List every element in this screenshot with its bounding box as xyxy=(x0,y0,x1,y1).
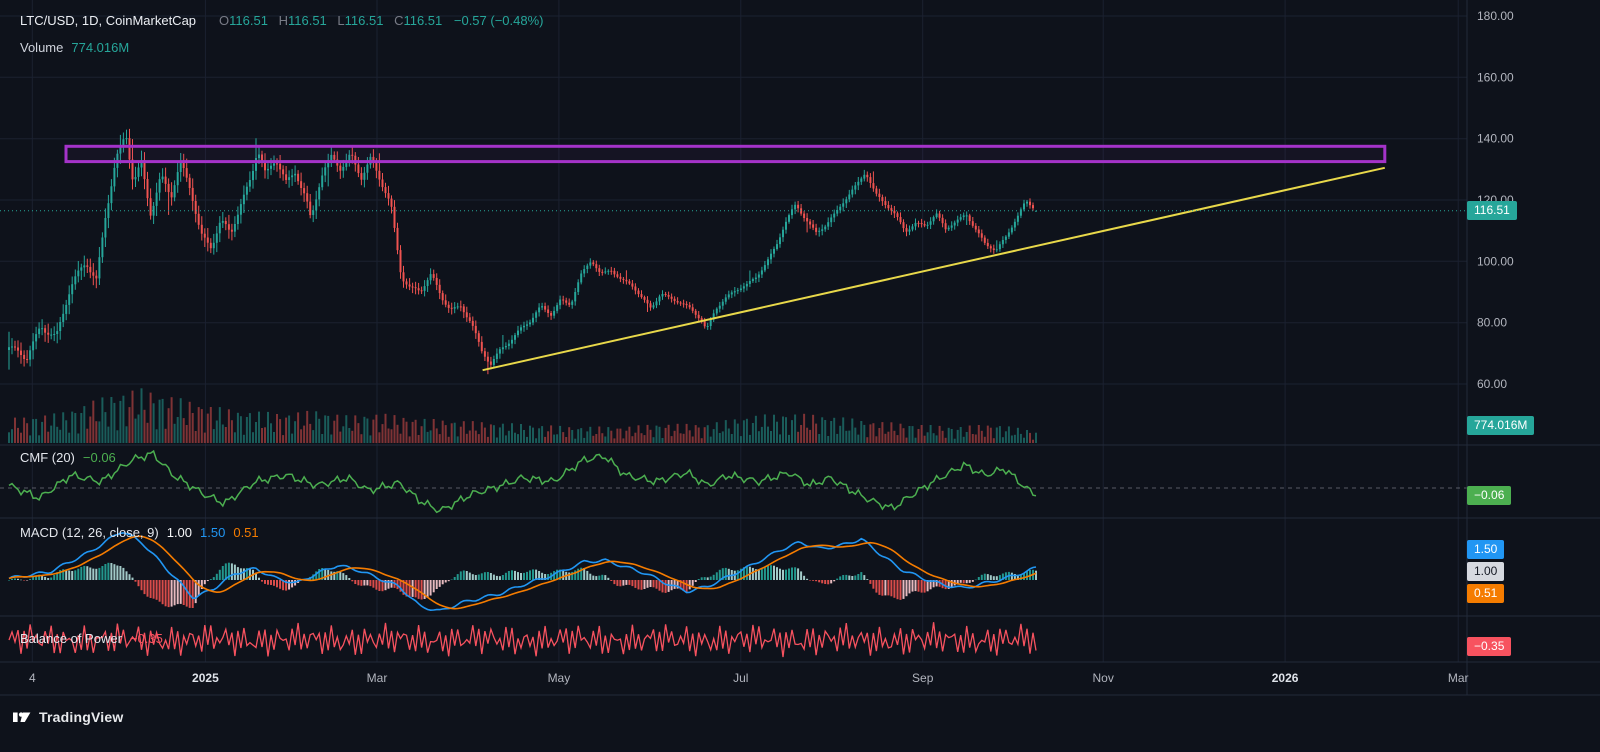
cmf-title[interactable]: CMF (20) xyxy=(20,450,75,465)
macd-hist-value: 1.00 xyxy=(166,525,193,540)
time-axis-label: 4 xyxy=(29,671,36,685)
ohlc-values: O116.51 H116.51 L116.51 C116.51 −0.57 (−… xyxy=(212,13,543,28)
volume-value: 774.016M xyxy=(71,40,130,55)
low-value: 116.51 xyxy=(344,13,384,28)
macd-histogram xyxy=(8,562,1037,608)
time-axis-label: May xyxy=(548,671,571,685)
time-axis-label: Jul xyxy=(733,671,748,685)
candlestick-series xyxy=(8,128,1037,375)
symbol-legend: LTC/USD, 1D, CoinMarketCap O116.51 H116.… xyxy=(20,13,544,28)
change-value: −0.57 (−0.48%) xyxy=(453,13,544,28)
tradingview-wordmark: TradingView xyxy=(39,709,124,725)
time-axis-label: 2025 xyxy=(192,671,219,685)
volume-badge: 774.016M xyxy=(1467,416,1535,435)
close-label: C xyxy=(394,13,404,28)
macd-lines xyxy=(8,532,1037,612)
macd-signal-value: 0.51 xyxy=(233,525,259,540)
price-axis-label: 160.00 xyxy=(1477,70,1514,84)
resistance-zone-box xyxy=(64,144,1387,164)
time-axis-label: Nov xyxy=(1093,671,1114,685)
volume-label[interactable]: Volume xyxy=(20,40,64,55)
macd-line-badge: 1.50 xyxy=(1467,540,1505,559)
volume-legend: Volume 774.016M xyxy=(20,40,129,55)
cmf-line xyxy=(8,449,1037,514)
last-price-badge: 116.51 xyxy=(1467,201,1517,220)
cmf-badge: −0.06 xyxy=(1467,486,1512,505)
bop-value: −0.35 xyxy=(129,631,163,646)
macd-line-value: 1.50 xyxy=(200,525,226,540)
tradingview-attribution[interactable]: TradingView xyxy=(12,707,123,727)
price-axis-label: 100.00 xyxy=(1477,254,1514,268)
macd-signal-badge: 0.51 xyxy=(1467,584,1505,603)
price-axis-label: 140.00 xyxy=(1477,132,1514,146)
close-value: 116.51 xyxy=(403,13,443,28)
cmf-legend: CMF (20) −0.06 xyxy=(20,450,116,465)
volume-bars xyxy=(8,388,1037,443)
macd-title[interactable]: MACD (12, 26, close, 9) xyxy=(20,525,159,540)
ascending-trendline xyxy=(482,166,1386,372)
low-label: L xyxy=(337,13,345,28)
price-axis-label: 80.00 xyxy=(1477,316,1507,330)
cmf-value: −0.06 xyxy=(82,450,116,465)
time-axis-label: Mar xyxy=(367,671,388,685)
tradingview-logo-icon xyxy=(12,707,32,727)
macd-hist-badge: 1.00 xyxy=(1467,562,1505,581)
price-axis-label: 60.00 xyxy=(1477,377,1507,391)
bop-line xyxy=(8,622,1037,658)
symbol-title[interactable]: LTC/USD, 1D, CoinMarketCap xyxy=(20,13,197,28)
time-axis-label: 2026 xyxy=(1272,671,1299,685)
time-axis[interactable] xyxy=(0,662,1467,695)
time-axis-label: Mar xyxy=(1448,671,1469,685)
price-axis-label: 180.00 xyxy=(1477,9,1514,23)
bop-title[interactable]: Balance of Power xyxy=(20,631,122,646)
time-axis-label: Sep xyxy=(912,671,934,685)
bop-badge: −0.35 xyxy=(1467,637,1512,656)
macd-legend: MACD (12, 26, close, 9) 1.00 1.50 0.51 xyxy=(20,525,259,540)
open-label: O xyxy=(219,13,230,28)
open-value: 116.51 xyxy=(229,13,268,28)
bop-legend: Balance of Power −0.35 xyxy=(20,631,163,646)
high-value: 116.51 xyxy=(287,13,327,28)
high-label: H xyxy=(278,13,288,28)
